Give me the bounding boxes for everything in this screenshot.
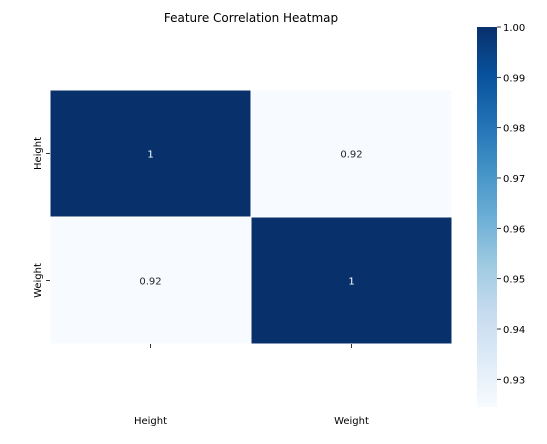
- colorbar-ticks: 0.93 0.94 0.95 0.96 0.97 0.98 0.99 1.00: [497, 23, 525, 386]
- colorbar-tick-label: 0.93: [503, 375, 525, 386]
- colorbar: [477, 27, 497, 407]
- colorbar-tick-label: 0.96: [503, 224, 525, 235]
- y-tick-label: Height: [33, 137, 44, 170]
- x-tick-label: Height: [134, 416, 167, 427]
- cell-value-label: 1: [147, 150, 153, 161]
- colorbar-tick-label: 0.98: [503, 124, 525, 135]
- colorbar-tick-label: 1.00: [503, 23, 525, 34]
- x-tick-label: Weight: [334, 416, 369, 427]
- colorbar-tick-label: 0.95: [503, 275, 525, 286]
- colorbar-tick-label: 0.97: [503, 174, 525, 185]
- heatmap-cell: [250, 89, 453, 218]
- cell-value-label: 0.92: [139, 277, 161, 288]
- cell-value-label: 0.92: [340, 150, 362, 161]
- heatmap-cell: [250, 216, 453, 345]
- colorbar-tick-label: 0.94: [503, 325, 525, 336]
- heatmap-cell: [49, 216, 252, 345]
- y-axis: Height Weight: [33, 137, 50, 298]
- x-axis: Height Weight: [134, 344, 369, 427]
- colorbar-tick-label: 0.99: [503, 73, 525, 84]
- cell-value-label: 1: [348, 277, 354, 288]
- y-tick-label: Weight: [33, 263, 44, 298]
- heatmap-cells: 1 0.92 0.92 1: [49, 89, 453, 345]
- heatmap-cell: [49, 89, 252, 218]
- chart-title: Feature Correlation Heatmap: [164, 11, 338, 25]
